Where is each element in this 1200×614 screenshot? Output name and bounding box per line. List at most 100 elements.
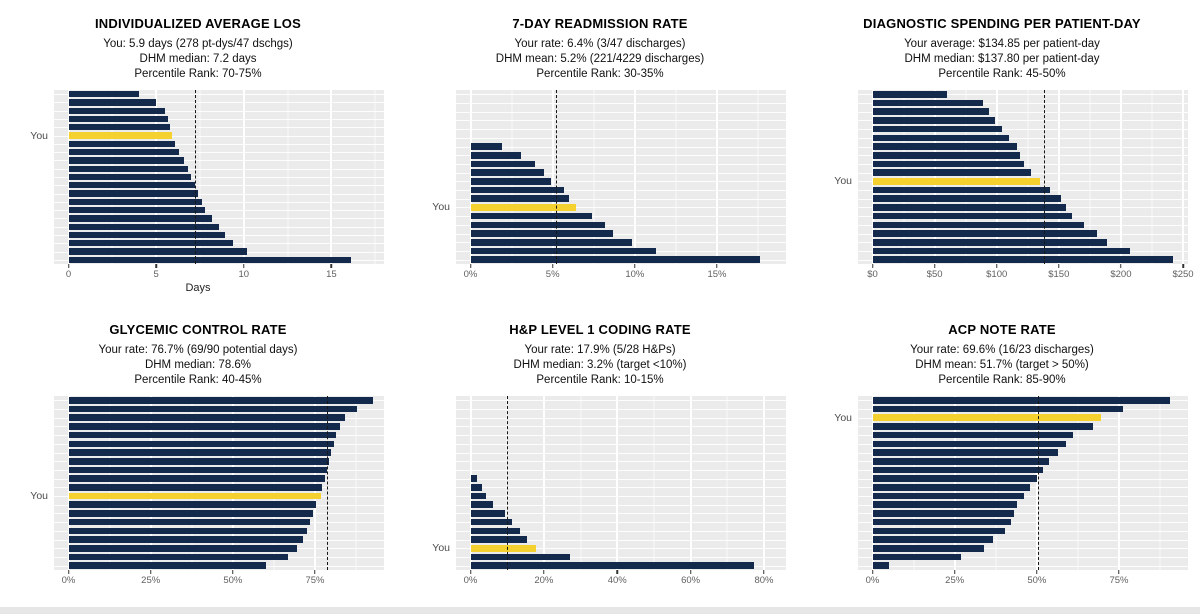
physician-bar (872, 553, 961, 561)
physician-bar (68, 457, 330, 465)
category-gridline (456, 181, 786, 183)
x-axis: 0% 20% 40% 60% 80% (456, 570, 786, 587)
major-gridline (1117, 396, 1120, 570)
physician-bar (872, 151, 1021, 159)
category-gridline (456, 435, 786, 437)
minor-gridline (593, 90, 595, 264)
x-tick-mark (67, 264, 70, 268)
x-tick-mark (469, 264, 472, 268)
major-gridline (469, 90, 472, 264)
x-axis: 0 5 10 15 (54, 264, 384, 281)
x-tick-label: $150 (1048, 269, 1070, 280)
category-gridline (858, 155, 1188, 157)
minor-gridline (913, 396, 915, 570)
major-gridline (715, 90, 718, 264)
physician-bar (872, 484, 1030, 491)
physician-bar (68, 173, 192, 181)
physician-bar (68, 148, 179, 156)
physician-bar (470, 247, 657, 255)
category-gridline (456, 111, 786, 113)
physician-bar (68, 431, 337, 439)
chart-title: INDIVIDUALIZED AVERAGE LOS (95, 16, 301, 31)
chart-7-day-readmission-rate: 7-DAY READMISSION RATE Your rate: 6.4% (… (414, 12, 786, 294)
major-gridline (231, 396, 234, 570)
minor-gridline (965, 90, 967, 264)
you-bar (68, 492, 321, 500)
x-tick-mark (716, 264, 718, 268)
chart-subtitle-you: Your average: $134.85 per patient-day (904, 38, 1100, 50)
physician-bar (470, 221, 606, 229)
physician-bar (872, 134, 1010, 142)
physician-bar (470, 195, 570, 203)
plot-panel (54, 396, 384, 570)
physician-bar (872, 397, 1170, 404)
category-gridline (858, 513, 1188, 515)
y-axis-you-label: You (30, 490, 48, 503)
x-tick-mark (543, 570, 545, 574)
reference-line (326, 396, 328, 570)
minor-gridline (995, 396, 997, 570)
physician-bar (68, 562, 267, 569)
x-tick-mark (634, 264, 636, 268)
physician-bar (68, 423, 340, 430)
category-gridline (456, 409, 786, 411)
chart-subtitle-percentile: Percentile Rank: 45-50% (938, 68, 1066, 80)
x-tick-mark (155, 264, 157, 268)
category-gridline (456, 469, 786, 471)
category-gridline (54, 110, 384, 112)
category-gridline (456, 155, 786, 157)
physician-bar (872, 143, 1017, 150)
x-tick-mark (1036, 570, 1038, 574)
physician-bar (68, 475, 326, 482)
physician-bar (68, 518, 311, 526)
x-tick-label: 0% (463, 575, 478, 586)
category-gridline (54, 193, 384, 195)
physician-bar (470, 518, 512, 526)
category-gridline (456, 129, 786, 131)
x-tick-label: 75% (305, 575, 325, 586)
category-gridline (54, 160, 384, 162)
chart-subtitle-median: DHM median: 3.2% (target <10%) (513, 359, 687, 371)
category-gridline (456, 461, 786, 463)
chart-hp-level1-coding-rate: H&P LEVEL 1 CODING RATE Your rate: 17.9%… (414, 318, 786, 588)
category-gridline (858, 522, 1188, 524)
category-gridline (858, 530, 1188, 532)
plot-panel (858, 90, 1188, 264)
category-gridline (456, 190, 786, 192)
minor-gridline (1027, 90, 1029, 264)
x-tick-label: $50 (926, 269, 943, 280)
x-tick-label: 25% (141, 575, 161, 586)
x-tick-mark (1118, 570, 1120, 574)
physician-bar (872, 238, 1108, 246)
major-gridline (995, 90, 998, 264)
category-gridline (858, 120, 1188, 122)
category-gridline (858, 539, 1188, 541)
category-gridline (54, 218, 384, 220)
x-tick-label: 75% (1109, 575, 1129, 586)
x-tick-mark (314, 570, 316, 574)
physician-bar (68, 99, 157, 106)
x-tick-label: 0% (463, 269, 478, 280)
y-axis-you-label: You (834, 411, 852, 424)
x-tick-label: 50% (223, 575, 243, 586)
physician-bar (68, 90, 139, 98)
category-gridline (456, 233, 786, 235)
physician-bar (470, 238, 632, 246)
category-gridline (54, 168, 384, 170)
category-gridline (54, 152, 384, 154)
x-tick-mark (469, 570, 472, 574)
chart-subtitle-you: Your rate: 76.7% (69/90 potential days) (98, 344, 298, 356)
category-gridline (54, 119, 384, 120)
physician-bar (872, 160, 1025, 168)
major-gridline (762, 396, 765, 570)
physician-bar (68, 256, 351, 263)
minor-gridline (1151, 90, 1153, 264)
physician-bar (470, 151, 522, 159)
physician-bar (872, 405, 1124, 413)
physician-bar (872, 247, 1130, 255)
physician-bar (872, 186, 1051, 194)
y-axis-you-label: You (432, 542, 450, 555)
category-gridline (858, 137, 1188, 139)
major-gridline (313, 396, 316, 570)
physician-bar (872, 440, 1067, 448)
